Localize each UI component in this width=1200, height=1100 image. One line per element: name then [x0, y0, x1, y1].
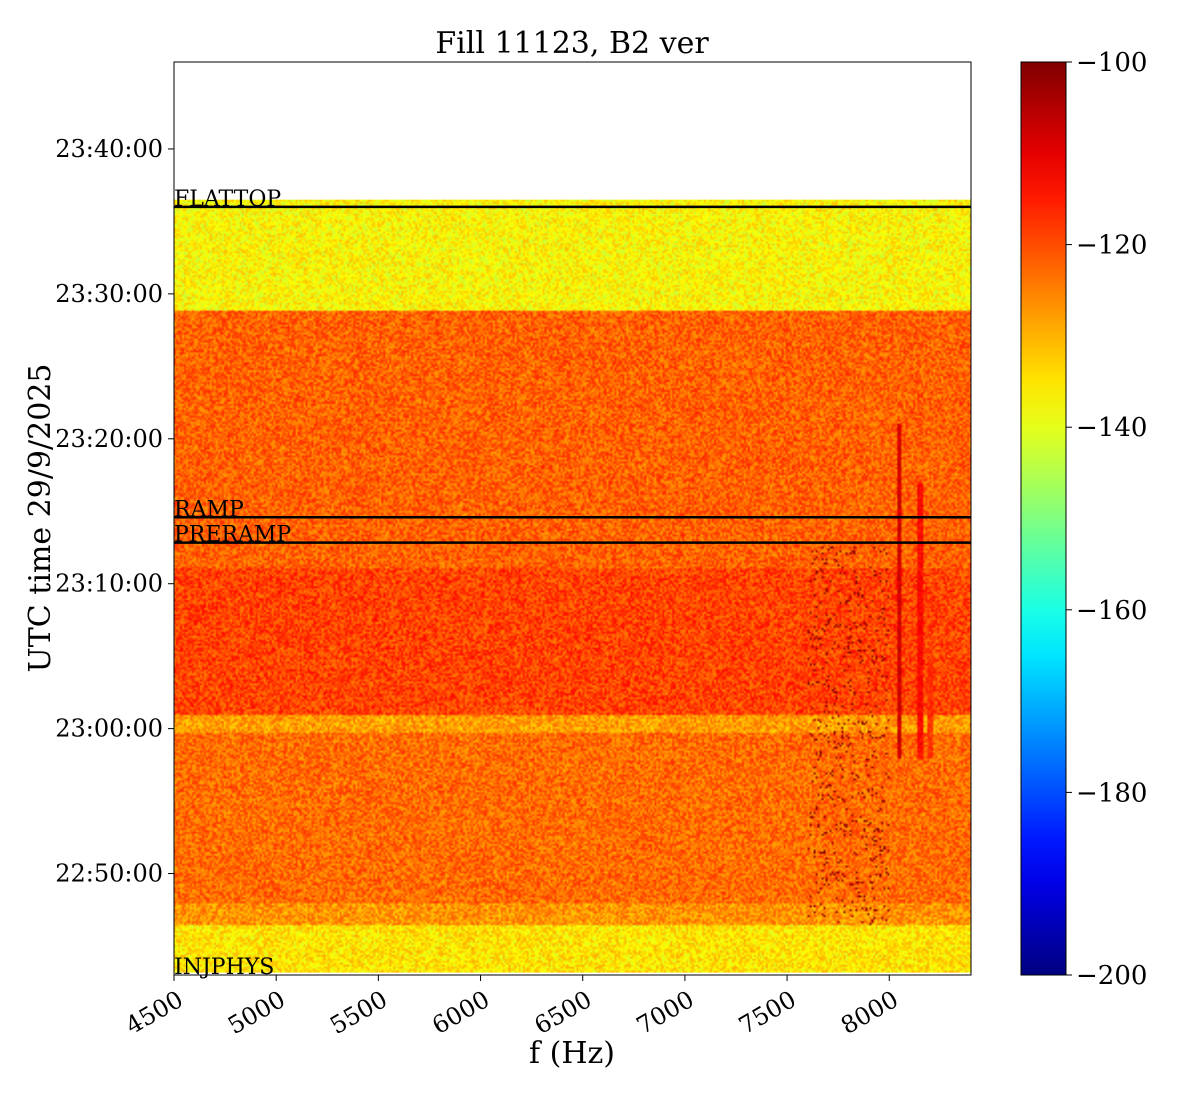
plot-frame: [173, 61, 972, 976]
x-tick-label: 6500: [530, 985, 597, 1040]
chart-title: Fill 11123, B2 ver: [435, 26, 709, 61]
y-tick-label: 23:30:00: [55, 280, 163, 308]
x-tick-label: 8000: [836, 985, 903, 1040]
colorbar-ticks: −100 −120 −140 −160 −180 −200: [1066, 48, 1147, 991]
annotation-label: FLATTOP: [174, 187, 281, 212]
annotation-label: PRERAMP: [174, 523, 291, 548]
y-tick-label: 23:20:00: [55, 425, 163, 453]
colorbar-tick-label: −160: [1076, 596, 1147, 626]
y-tick-label: 23:00:00: [55, 715, 163, 743]
y-tick-label: 23:10:00: [55, 570, 163, 598]
colorbar-gradient: [1020, 61, 1067, 976]
y-tick-label: 22:50:00: [55, 860, 163, 888]
annotation-label: INJPHYS: [174, 955, 274, 980]
x-tick-label: 4500: [121, 985, 188, 1040]
x-tick-label: 7500: [734, 985, 801, 1040]
x-tick-label: 5000: [223, 985, 290, 1040]
x-axis-label: f (Hz): [529, 1036, 615, 1071]
x-tick-label: 7000: [632, 985, 699, 1040]
y-axis: 22:50:00 23:00:00 23:10:00 23:20:00 23:30:00…: [55, 135, 174, 888]
colorbar-tick-label: −180: [1076, 778, 1147, 808]
colorbar: −100 −120 −140 −160 −180 −200: [1020, 48, 1147, 991]
heatmap-image: [174, 199, 971, 973]
y-tick-label: 23:40:00: [55, 135, 163, 163]
colorbar-tick-label: −140: [1076, 413, 1147, 443]
colorbar-tick-label: −120: [1076, 231, 1147, 261]
x-axis: 4500 5000 5500 6000 6500 7000 7500 8000: [121, 975, 903, 1040]
x-tick-label: 6000: [427, 985, 494, 1040]
annotation-label: RAMP: [174, 497, 244, 522]
y-axis-label: UTC time 29/9/2025: [23, 364, 58, 673]
x-tick-label: 5500: [325, 985, 392, 1040]
colorbar-tick-label: −100: [1076, 48, 1147, 78]
colorbar-tick-label: −200: [1076, 961, 1147, 991]
